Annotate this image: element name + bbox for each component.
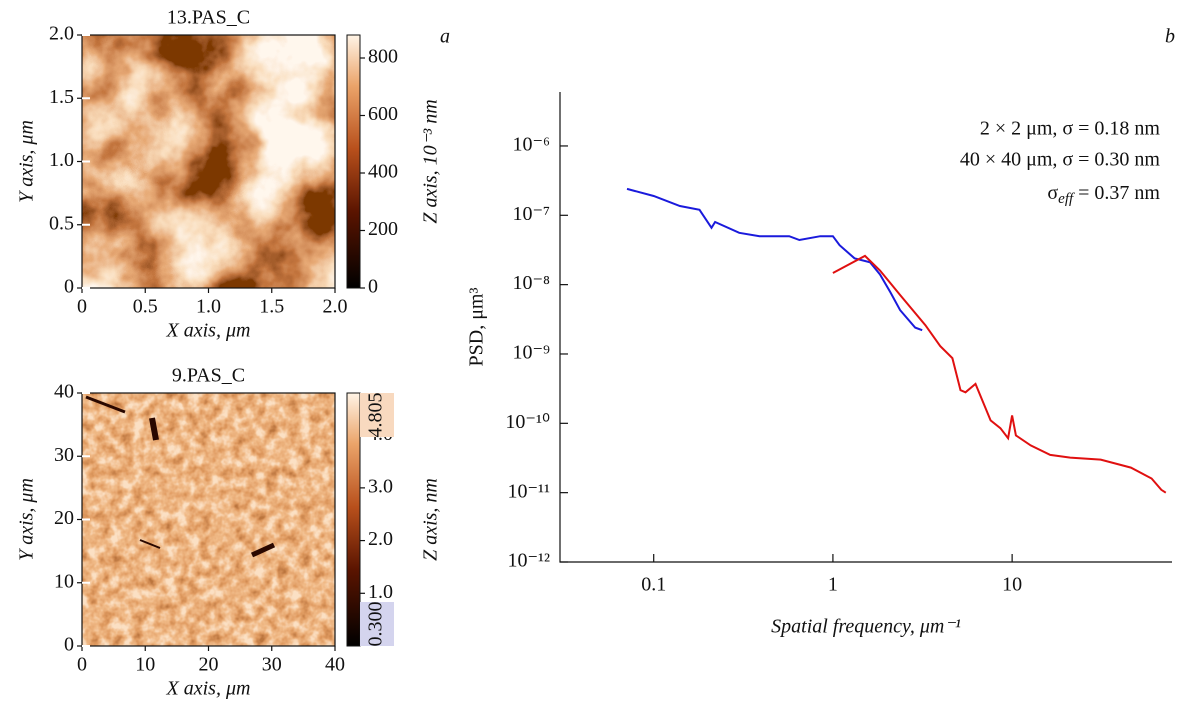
afm-image bbox=[82, 393, 335, 646]
psd-line bbox=[832, 254, 1167, 494]
panel-label: b bbox=[1165, 26, 1175, 48]
colorbar-tick-label: 600 bbox=[368, 103, 398, 125]
y-tick-label: 0 bbox=[64, 634, 74, 656]
afm-image bbox=[82, 35, 335, 288]
psd-line bbox=[626, 187, 923, 332]
sigma-value: = 0.37 nm bbox=[1073, 182, 1160, 204]
x-tick-label: 0.5 bbox=[133, 296, 158, 318]
x-tick-label: 1.0 bbox=[196, 296, 221, 318]
y-tick-label: 10⁻⁹ bbox=[512, 342, 550, 364]
x-tick-label: 30 bbox=[262, 654, 282, 676]
y-axis-label: Y axis, μm bbox=[16, 478, 38, 561]
sigma: σ bbox=[1047, 182, 1058, 204]
x-tick-label: 0 bbox=[77, 296, 87, 318]
x-tick-label: 1.5 bbox=[259, 296, 284, 318]
y-axis-label: PSD, μm³ bbox=[466, 288, 488, 367]
colorbar-tick-label: 2.0 bbox=[368, 528, 393, 550]
y-tick-label: 10⁻¹¹ bbox=[507, 480, 550, 502]
panel-label: a bbox=[440, 26, 450, 48]
colorbar-tick-label: 400 bbox=[368, 161, 398, 183]
y-tick-label: 10⁻¹² bbox=[507, 550, 550, 572]
x-tick-label: 20 bbox=[199, 654, 219, 676]
y-tick-label: 40 bbox=[54, 381, 74, 403]
y-tick-label: 10 bbox=[54, 570, 74, 592]
colorbar-tick-label: 1.0 bbox=[368, 581, 393, 603]
surface-defects bbox=[85, 395, 276, 558]
y-tick-label: 10⁻⁶ bbox=[512, 134, 550, 156]
x-tick-label: 0 bbox=[77, 654, 87, 676]
colorbar-tick-label: 3.0 bbox=[368, 475, 393, 497]
x-tick-label: 0.1 bbox=[641, 574, 666, 596]
x-tick-label: 10 bbox=[1002, 574, 1022, 596]
marker-bg bbox=[360, 602, 394, 646]
colorbar-tick-label: 0 bbox=[368, 276, 378, 298]
y-tick-label: 1.0 bbox=[49, 149, 74, 171]
y-tick-label: 0 bbox=[64, 276, 74, 298]
colorbar bbox=[346, 392, 361, 647]
y-tick-label: 30 bbox=[54, 444, 74, 466]
colorbar-label: Z axis, nm bbox=[420, 478, 442, 561]
colorbar-tick-label: 800 bbox=[368, 46, 398, 68]
y-tick-label: 10⁻¹⁰ bbox=[505, 411, 550, 433]
y-tick-label: 20 bbox=[54, 507, 74, 529]
annotation: σeff = 0.37 nm bbox=[1047, 182, 1160, 208]
sigma-subscript: eff bbox=[1058, 191, 1075, 207]
x-tick-label: 10 bbox=[135, 654, 155, 676]
y-tick-label: 1.5 bbox=[49, 86, 74, 108]
annotation: 40 × 40 μm, σ = 0.30 nm bbox=[960, 149, 1161, 171]
y-tick-label: 2.0 bbox=[49, 23, 74, 45]
colorbar-marker-label: 0.300 bbox=[365, 602, 387, 647]
x-tick-label: 2.0 bbox=[323, 296, 348, 318]
y-axis-label: Y axis, μm bbox=[16, 120, 38, 203]
x-tick-label: 1 bbox=[828, 574, 838, 596]
y-tick-label: 10⁻⁷ bbox=[512, 203, 550, 225]
colorbar bbox=[346, 34, 361, 289]
colorbar-label: Z axis, 10⁻³ nm bbox=[420, 99, 442, 223]
colorbar-tick-label: 200 bbox=[368, 218, 398, 240]
x-axis-label: Spatial frequency, μm⁻¹ bbox=[771, 616, 961, 638]
x-tick-label: 40 bbox=[325, 654, 345, 676]
colorbar-marker-label: 4.805 bbox=[365, 393, 387, 438]
x-axis-label: X axis, μm bbox=[166, 320, 251, 342]
y-tick-label: 10⁻⁸ bbox=[512, 272, 550, 294]
x-axis-label: X axis, μm bbox=[166, 678, 251, 700]
chart-title: 9.PAS_C bbox=[172, 365, 245, 387]
y-tick-label: 0.5 bbox=[49, 212, 74, 234]
chart-title: 13.PAS_C bbox=[167, 7, 250, 29]
annotation: 2 × 2 μm, σ = 0.18 nm bbox=[980, 118, 1161, 140]
marker-bg bbox=[360, 393, 394, 437]
